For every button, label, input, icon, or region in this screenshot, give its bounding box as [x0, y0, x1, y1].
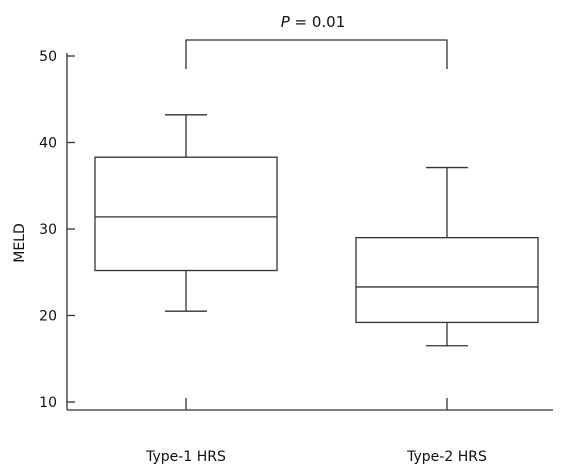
box-1 [94, 114, 278, 312]
y-tick-label: 30 [39, 222, 57, 238]
y-tick-label: 10 [39, 395, 57, 411]
p-value-text: = 0.01 [290, 13, 346, 31]
iqr-box [94, 156, 278, 272]
x-tick-labels: Type-1 HRS Type-2 HRS [145, 398, 487, 464]
p-symbol: P [281, 13, 291, 31]
box-2 [355, 166, 539, 347]
y-tick-label: 40 [39, 136, 57, 152]
y-axis-label: MELD [12, 223, 28, 263]
y-tick-label: 20 [39, 309, 57, 325]
y-ticks: 10 20 30 40 50 [39, 49, 75, 411]
iqr-box [355, 236, 539, 324]
x-tick-label: Type-1 HRS [145, 449, 226, 464]
boxes [94, 114, 539, 347]
y-tick-label: 50 [39, 49, 57, 65]
p-value-label: P = 0.01 [281, 13, 346, 31]
x-tick-label: Type-2 HRS [406, 449, 487, 464]
significance-bracket [185, 39, 448, 69]
p-value-annotation: P = 0.01 [185, 13, 448, 69]
axes [66, 53, 553, 411]
